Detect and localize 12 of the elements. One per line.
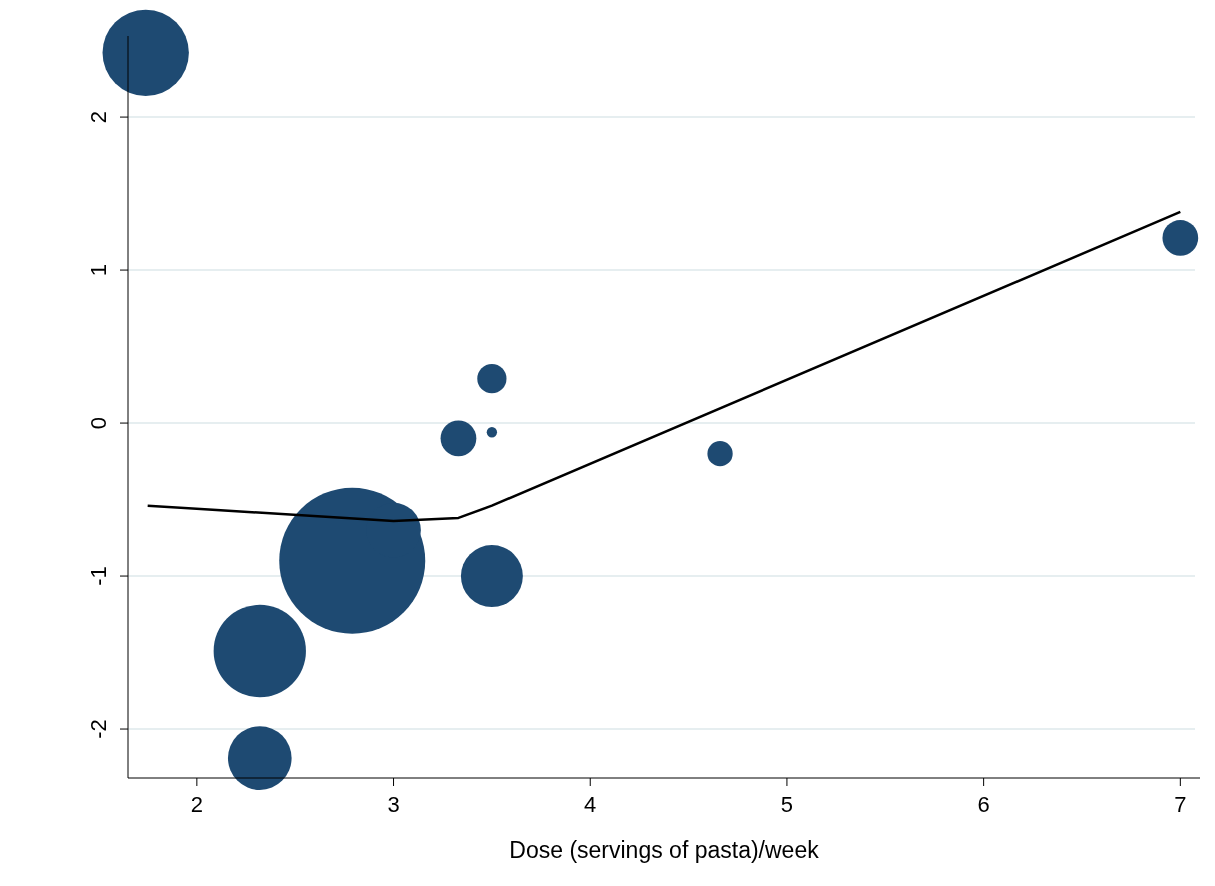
x-tick-label: 4 <box>584 792 597 817</box>
x-tick-label: 2 <box>190 792 203 817</box>
x-tick-label: 3 <box>387 792 400 817</box>
y-tick-label: 2 <box>86 110 111 124</box>
y-tick-label: 1 <box>86 263 111 277</box>
x-tick-label: 5 <box>780 792 794 817</box>
x-tick-label: 7 <box>1174 792 1187 817</box>
x-tick-label: 6 <box>977 792 990 817</box>
y-tick-label: -1 <box>86 566 111 586</box>
y-tick-label: 0 <box>86 416 111 430</box>
y-tick-label: -2 <box>86 719 111 739</box>
x-axis-title: Dose (servings of pasta)/week <box>509 837 820 863</box>
